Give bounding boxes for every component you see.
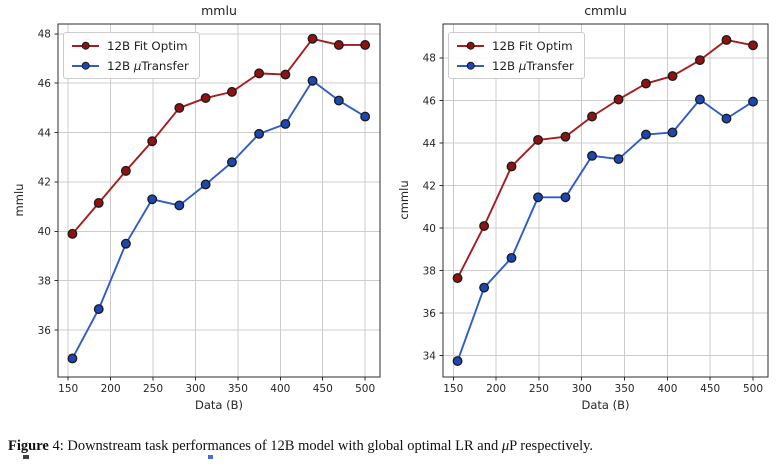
series-marker-icon xyxy=(72,59,99,72)
svg-text:300: 300 xyxy=(572,383,592,395)
svg-text:34: 34 xyxy=(423,350,437,362)
left-plot-title: mmlu xyxy=(201,3,237,18)
svg-text:250: 250 xyxy=(143,383,163,395)
svg-text:300: 300 xyxy=(185,383,205,395)
svg-text:46: 46 xyxy=(423,95,437,107)
svg-text:450: 450 xyxy=(313,383,333,395)
svg-text:40: 40 xyxy=(38,226,51,238)
svg-text:48: 48 xyxy=(423,53,436,65)
svg-text:350: 350 xyxy=(615,383,635,395)
svg-text:42: 42 xyxy=(423,180,436,192)
series-marker-icon xyxy=(457,59,484,72)
series-marker-icon xyxy=(72,39,99,52)
legend-item-fit-optim: 12B Fit Optim xyxy=(457,37,574,54)
svg-text:38: 38 xyxy=(38,275,51,287)
right-y-axis-label: cmmlu xyxy=(397,180,411,220)
svg-text:38: 38 xyxy=(423,265,436,277)
legend-mmlu: 12B Fit Optim 12B μTransfer xyxy=(63,32,200,79)
svg-text:48: 48 xyxy=(38,29,51,41)
legend-item-mu-transfer: 12B μTransfer xyxy=(72,57,189,74)
right-plot-title: cmmlu xyxy=(584,3,627,18)
left-y-axis-label: mmlu xyxy=(12,183,26,217)
cropped-text-remnant xyxy=(208,455,213,459)
caption-figure-label: Figure xyxy=(8,438,49,454)
legend-label: 12B μTransfer xyxy=(107,58,189,73)
figure-caption: Figure 4: Downstream task performances o… xyxy=(8,438,768,455)
caption-tail: P respectively. xyxy=(509,438,594,454)
caption-body: 4: Downstream task performances of 12B m… xyxy=(48,438,502,454)
svg-text:250: 250 xyxy=(529,383,549,395)
svg-text:200: 200 xyxy=(101,383,121,395)
legend-item-fit-optim: 12B Fit Optim xyxy=(72,37,189,54)
legend-cmmlu: 12B Fit Optim 12B μTransfer xyxy=(448,32,585,79)
svg-text:44: 44 xyxy=(423,138,437,150)
svg-text:350: 350 xyxy=(228,383,248,395)
right-x-axis-label: Data (B) xyxy=(581,398,630,412)
svg-text:400: 400 xyxy=(657,383,677,395)
cropped-text-remnant xyxy=(23,455,29,459)
svg-text:36: 36 xyxy=(38,325,52,337)
caption-mu: μ xyxy=(501,438,510,454)
legend-label: 12B Fit Optim xyxy=(107,38,188,53)
svg-text:44: 44 xyxy=(38,127,52,139)
svg-text:450: 450 xyxy=(700,383,720,395)
svg-text:150: 150 xyxy=(58,383,78,395)
legend-label: 12B Fit Optim xyxy=(492,38,573,53)
plots-canvas: 150 200 250 300 350 400 450 500 36 38 40 42 44 46 48 15… xyxy=(38,23,769,395)
svg-text:42: 42 xyxy=(38,177,51,189)
svg-text:500: 500 xyxy=(355,383,375,395)
legend-item-mu-transfer: 12B μTransfer xyxy=(457,57,574,74)
svg-text:40: 40 xyxy=(423,223,436,235)
svg-text:36: 36 xyxy=(423,308,437,320)
svg-text:150: 150 xyxy=(443,383,463,395)
svg-text:46: 46 xyxy=(38,78,52,90)
svg-text:200: 200 xyxy=(486,383,506,395)
series-marker-icon xyxy=(457,39,484,52)
left-x-axis-label: Data (B) xyxy=(195,398,243,412)
svg-text:500: 500 xyxy=(743,383,763,395)
legend-label: 12B μTransfer xyxy=(492,58,574,73)
svg-text:400: 400 xyxy=(270,383,290,395)
